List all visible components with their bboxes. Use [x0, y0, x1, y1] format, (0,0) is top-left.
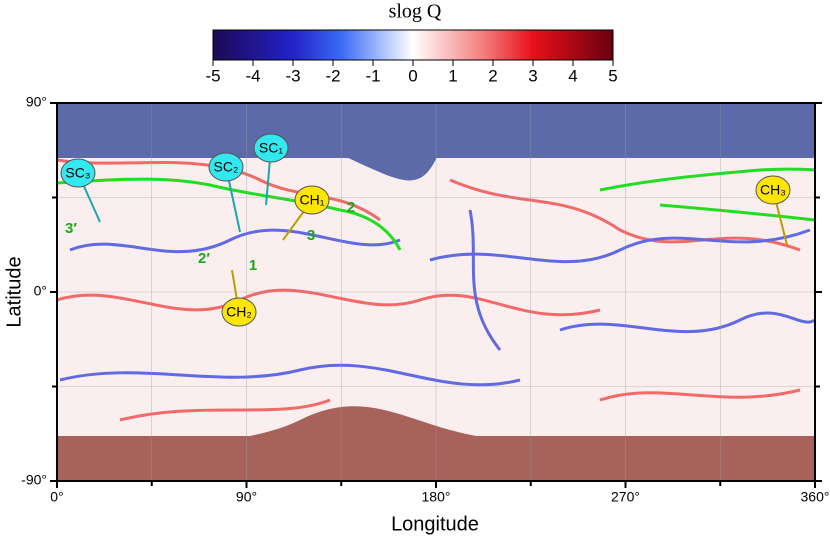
- callout-label: CH₁: [300, 192, 325, 208]
- y-axis-label: Latitude: [3, 256, 25, 327]
- callout-bubble: [294, 185, 330, 215]
- y-tick-label: 0°: [34, 283, 47, 299]
- y-tick-label: 90°: [26, 94, 47, 110]
- callout-label: CH₂: [226, 304, 252, 320]
- contour: [57, 177, 402, 251]
- contour-label: 3: [307, 227, 315, 244]
- colorbar-tick-label: 5: [608, 66, 617, 85]
- colorbar-tick-label: 1: [448, 66, 457, 85]
- colorbar-tick-label: 0: [408, 66, 417, 85]
- y-tick-label: -90°: [21, 472, 47, 488]
- contour: [599, 167, 815, 222]
- colorbar-tick-label: -5: [205, 66, 220, 85]
- colorbar-tick-label: 4: [568, 66, 577, 85]
- colorbar-tick-label: -4: [245, 66, 260, 85]
- colorbar-tick-label: -1: [365, 66, 380, 85]
- contour-label: 2′: [198, 250, 210, 267]
- colorbar-tick-label: 3: [528, 66, 537, 85]
- callout-bubble: [755, 175, 791, 205]
- callout-label: SC₁: [259, 140, 283, 156]
- x-tick-label: 90°: [236, 489, 257, 505]
- structure: [57, 158, 815, 422]
- callout-bubble: [60, 158, 96, 188]
- colorbar-ticks: -5 -4 -3 -2 -1 0 1 2 3 4 5: [205, 60, 618, 85]
- callout-label: SC₂: [214, 159, 239, 175]
- contour-label: 1: [249, 257, 257, 274]
- plot-frame: [56, 102, 816, 482]
- callout-bubble: [221, 297, 257, 327]
- callout-label: SC₃: [65, 165, 90, 181]
- callout-bubble: [208, 152, 244, 182]
- annotations: SC₁ SC₂ SC₃ CH₁ CH₂ CH₃ 2 3 1 2′ 3′: [60, 133, 791, 327]
- colorbar-tick-label: -2: [325, 66, 340, 85]
- colorbar-title: slog Q: [389, 1, 442, 23]
- colorbar: [212, 29, 614, 61]
- callout-label: CH₃: [760, 182, 786, 198]
- x-tick-label: 270°: [611, 489, 640, 505]
- x-tick-label: 180°: [422, 489, 451, 505]
- contour-label: 3′: [65, 220, 77, 237]
- x-tick-label: 0°: [50, 489, 63, 505]
- contour-label: 2: [347, 199, 355, 216]
- callout-bubble: [253, 133, 289, 163]
- x-tick-label: 360°: [801, 489, 830, 505]
- colorbar-tick-label: -3: [285, 66, 300, 85]
- colorbar-tick-label: 2: [488, 66, 497, 85]
- x-axis-label: Longitude: [391, 513, 479, 535]
